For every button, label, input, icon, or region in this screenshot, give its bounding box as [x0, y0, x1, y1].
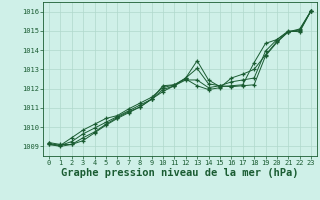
X-axis label: Graphe pression niveau de la mer (hPa): Graphe pression niveau de la mer (hPa) [61, 168, 299, 178]
